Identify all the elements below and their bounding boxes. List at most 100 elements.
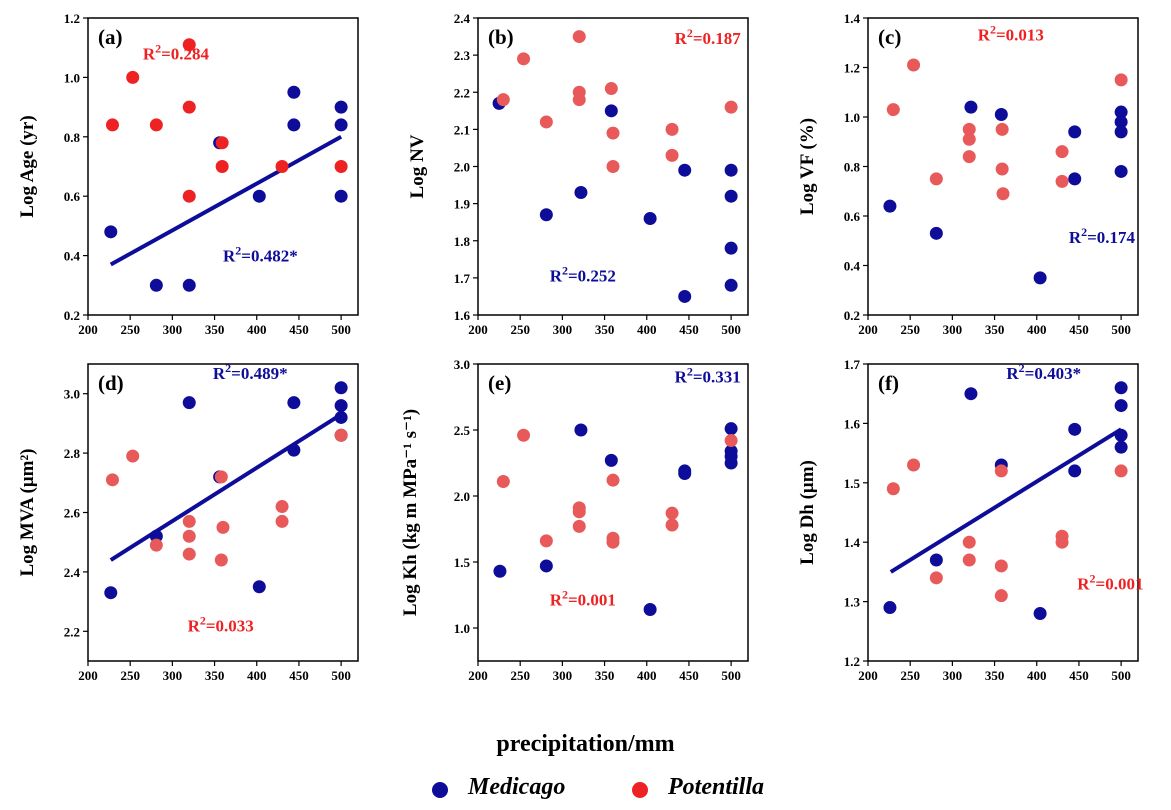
panel3-point-potentilla (886, 103, 900, 117)
panel2-point-potentilla (496, 93, 510, 107)
panel5-point-medicago (724, 456, 738, 470)
panel4-xtick-label: 400 (247, 668, 267, 683)
panel1-point-medicago (334, 189, 348, 203)
panel4-point-potentilla (214, 553, 228, 567)
panel4-point-potentilla (149, 538, 163, 552)
panel2-y-axis-label: Log NV (407, 134, 428, 198)
panel3-ytick-label: 1.4 (844, 11, 861, 26)
panel6-xtick-label: 250 (900, 668, 920, 683)
panel1-y-axis-label: Log Age (yr) (17, 115, 38, 217)
panel1-point-medicago (149, 278, 163, 292)
panel6-point-medicago (1033, 606, 1047, 620)
panel4-xtick-label: 450 (289, 668, 309, 683)
panel5-point-potentilla (665, 518, 679, 532)
panel3-point-medicago (883, 199, 897, 213)
panel5-xtick-label: 400 (637, 668, 657, 683)
panel6-point-medicago (1068, 422, 1082, 436)
panel5-point-potentilla (496, 474, 510, 488)
panel2-xtick-label: 300 (553, 322, 573, 337)
panel4-point-potentilla (105, 473, 119, 487)
legend-marker-medicago (432, 782, 448, 798)
panel2-point-potentilla (539, 115, 553, 129)
panel4-point-medicago (334, 381, 348, 395)
panel2-ytick-label: 2.3 (454, 48, 471, 63)
panel6-point-potentilla (1114, 464, 1128, 478)
panel1-panel-label: (a) (98, 25, 123, 49)
panel2-point-medicago (539, 208, 553, 222)
panel1-point-medicago (287, 118, 301, 132)
panel3-r2-potentilla: R2=0.013 (978, 22, 1044, 44)
panel5-xtick-label: 300 (553, 668, 573, 683)
panel2-ytick-label: 2.2 (454, 85, 470, 100)
panel3-point-medicago (1114, 105, 1128, 119)
scatter-panels: 200 250 300 350 400 450 500 0.2 0.4 0.6 0.8 1.0 1.2 L… (17, 11, 1143, 683)
panel5-point-potentilla (606, 473, 620, 487)
panel6-point-potentilla (994, 559, 1008, 573)
panel4-point-potentilla (214, 470, 228, 484)
panel3-point-potentilla (1055, 174, 1069, 188)
panel3-point-medicago (964, 100, 978, 114)
panel4-fit-line-medicago (109, 412, 343, 562)
panel3-point-potentilla (995, 162, 1009, 176)
panel5-panel-label: (e) (488, 371, 511, 395)
panel4-ytick-label: 3.0 (64, 387, 80, 402)
panel6-point-potentilla (994, 589, 1008, 603)
panel4-xtick-label: 500 (331, 668, 351, 683)
panel5-point-potentilla (572, 519, 586, 533)
panel6-point-medicago (883, 601, 897, 615)
legend-marker-potentilla (632, 782, 648, 798)
panel2-ytick-label: 1.7 (454, 271, 471, 286)
panel2-point-medicago (724, 189, 738, 203)
panel3-point-medicago (1033, 271, 1047, 285)
panel4-r2-potentilla: R2=0.033 (188, 613, 254, 635)
panel4-point-medicago (182, 396, 196, 410)
panel1-ytick-label: 0.2 (64, 308, 80, 323)
panel4-point-potentilla (182, 514, 196, 528)
panel1-point-medicago (334, 118, 348, 132)
panel2-point-medicago (574, 185, 588, 199)
legend: Medicago Potentilla (0, 774, 1171, 806)
panel6-xtick-label: 450 (1069, 668, 1089, 683)
panel2-point-medicago (724, 241, 738, 255)
panel4-point-medicago (334, 399, 348, 413)
panel3-xtick-label: 200 (858, 322, 878, 337)
panel5-point-potentilla (517, 428, 531, 442)
panel5-point-medicago (574, 423, 588, 437)
panel5-xtick-label: 450 (679, 668, 699, 683)
panel5-frame (477, 363, 749, 662)
panel6-ytick-label: 1.2 (844, 654, 860, 669)
panel2-xtick-label: 250 (510, 322, 530, 337)
panel1-point-potentilla (215, 136, 229, 150)
panel5-r2-medicago: R2=0.331 (675, 364, 741, 386)
panel2-xtick-label: 200 (468, 322, 488, 337)
panel4-panel-label: (d) (98, 371, 124, 395)
panel6-r2-potentilla: R2=0.001 (1077, 572, 1143, 594)
panel3-point-potentilla (929, 172, 943, 186)
panel4-point-medicago (287, 443, 301, 457)
panel4-xtick-label: 200 (78, 668, 98, 683)
panel3-point-medicago (1114, 164, 1128, 178)
panel4-point-medicago (287, 396, 301, 410)
panel1-point-medicago (182, 278, 196, 292)
panel2-point-medicago (678, 163, 692, 177)
panel5-ytick-label: 2.5 (454, 423, 471, 438)
panel4-y-axis-label: Log MVA (μm²) (17, 449, 38, 577)
panel1-ytick-label: 0.8 (64, 130, 81, 145)
panel6-xtick-label: 200 (858, 668, 878, 683)
panel2-point-medicago (643, 211, 657, 225)
panel1-point-potentilla (182, 189, 196, 203)
panel2-point-potentilla (724, 100, 738, 114)
panel1-point-potentilla (275, 160, 289, 173)
panel4-xtick-label: 350 (205, 668, 225, 683)
panel5-point-potentilla (539, 534, 553, 548)
panel5-xtick-label: 500 (721, 668, 741, 683)
panel1-point-potentilla (182, 38, 196, 52)
panel4-xtick-label: 300 (163, 668, 183, 683)
panel3-point-potentilla (962, 132, 976, 146)
panel5-ytick-label: 1.0 (454, 621, 470, 636)
panel3-point-medicago (1114, 115, 1128, 129)
panel6-fit-line-medicago (889, 427, 1123, 574)
panel3-ytick-label: 0.4 (844, 259, 861, 274)
panel2-xtick-label: 350 (595, 322, 615, 337)
